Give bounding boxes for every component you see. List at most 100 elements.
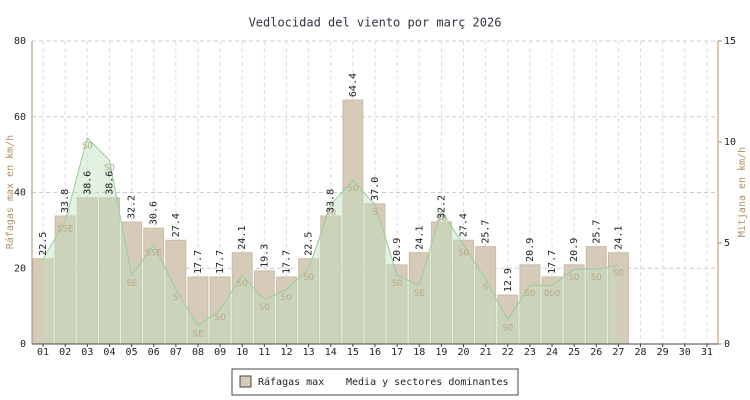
x-tick-label: 05: [126, 347, 138, 358]
sector-label: SO: [259, 303, 270, 313]
value-label: 22.5: [38, 232, 49, 256]
y-tick-label: 80: [14, 36, 26, 47]
x-tick-label: 28: [635, 347, 647, 358]
x-tick-label: 06: [148, 347, 160, 358]
x-tick-label: 08: [192, 347, 204, 358]
value-label: 38.6: [104, 171, 115, 195]
value-label: 24.1: [237, 226, 248, 250]
sector-label: SO: [104, 164, 115, 174]
sector-label: SE: [193, 329, 204, 339]
value-label: 17.7: [215, 250, 226, 274]
value-label: 24.1: [613, 226, 624, 250]
value-label: 30.6: [149, 201, 160, 225]
value-label: 12.9: [503, 268, 514, 292]
x-tick-label: 14: [325, 347, 337, 358]
value-label: 17.7: [193, 250, 204, 274]
value-label: 33.8: [60, 189, 71, 213]
value-label: 25.7: [481, 220, 492, 244]
legend: [231, 368, 519, 396]
sector-label: S: [372, 208, 377, 218]
value-label: 25.7: [591, 220, 602, 244]
x-tick-label: 18: [413, 347, 425, 358]
sector-label: SO: [347, 184, 358, 194]
x-tick-label: 25: [568, 347, 580, 358]
y2-tick-label: 10: [724, 137, 736, 148]
mean-area: [43, 137, 619, 344]
value-label: 20.9: [569, 238, 580, 262]
value-label: 20.9: [392, 238, 403, 262]
x-tick-label: 07: [170, 347, 182, 358]
x-tick-label: 24: [546, 347, 558, 358]
x-tick-label: 04: [103, 347, 115, 358]
value-label: 37.0: [370, 177, 381, 201]
sector-label: SSE: [146, 249, 162, 259]
sector-label: SO: [82, 141, 93, 151]
sector-label: SO: [237, 279, 248, 289]
x-tick-label: 01: [37, 347, 49, 358]
x-tick-label: 09: [214, 347, 226, 358]
value-label: 27.4: [171, 213, 182, 237]
sector-label: SO: [591, 273, 602, 283]
y2-tick-label: 5: [724, 238, 730, 249]
x-tick-label: 02: [59, 347, 71, 358]
sector-label: SE: [414, 289, 425, 299]
y-tick-label: 40: [14, 188, 26, 199]
x-tick-label: 23: [524, 347, 536, 358]
legend-label: Ráfagas max: [258, 376, 324, 388]
x-tick-label: 26: [590, 347, 602, 358]
legend-label: Media y sectores dominantes: [346, 377, 509, 388]
x-tick-label: 22: [502, 347, 514, 358]
y-tick-label: 20: [14, 263, 26, 274]
value-label: 33.8: [326, 189, 337, 213]
x-tick-label: 15: [347, 347, 359, 358]
x-tick-label: 29: [657, 347, 669, 358]
value-label: 32.2: [127, 195, 138, 219]
y2-tick-label: 15: [724, 36, 736, 47]
x-tick-label: 20: [457, 347, 469, 358]
sector-label: SO: [303, 273, 314, 283]
y-tick-label: 0: [20, 339, 26, 350]
sector-label: SO: [524, 289, 535, 299]
value-label: 17.7: [281, 250, 292, 274]
sector-label: SSE: [57, 224, 73, 234]
value-label: 19.3: [259, 244, 270, 268]
sector-label: S: [173, 293, 178, 303]
x-tick-label: 13: [303, 347, 315, 358]
sector-label: SO: [613, 269, 624, 279]
y2-axis-label: Mitjana en km/h: [737, 147, 748, 237]
sector-label: SO: [392, 279, 403, 289]
value-label: 22.5: [304, 232, 315, 256]
x-tick-label: 21: [480, 347, 492, 358]
sector-label: OSO: [544, 289, 560, 299]
sector-label: SO: [436, 214, 447, 224]
x-tick-label: 31: [701, 347, 713, 358]
value-label: 38.6: [82, 171, 93, 195]
y-axis-label: Ráfagas max en km/h: [4, 135, 16, 249]
x-tick-label: 12: [280, 347, 292, 358]
x-tick-label: 16: [369, 347, 381, 358]
x-tick-label: 27: [612, 347, 624, 358]
x-tick-label: 11: [258, 347, 270, 358]
sector-label: SO: [215, 313, 226, 323]
chart-title: Vedlocidad del viento por març 2026: [249, 16, 502, 30]
x-tick-label: 30: [679, 347, 691, 358]
legend-swatch: [239, 375, 252, 388]
sector-label: SO: [325, 208, 336, 218]
value-label: 27.4: [459, 213, 470, 237]
mean-line: [42, 136, 619, 327]
sector-label: SO: [458, 249, 469, 259]
sector-label: S: [483, 283, 488, 293]
sector-label: SO: [569, 273, 580, 283]
sector-label: SE: [126, 279, 137, 289]
x-tick-label: 03: [81, 347, 93, 358]
y-tick-label: 60: [14, 112, 26, 123]
sector-label: SO: [502, 323, 513, 333]
x-tick-label: 19: [435, 347, 447, 358]
value-label: 24.1: [414, 226, 425, 250]
sector-label: SO: [281, 293, 292, 303]
value-label: 20.9: [525, 238, 536, 262]
value-label: 32.2: [436, 195, 447, 219]
value-label: 64.4: [348, 73, 359, 97]
x-tick-label: 17: [391, 347, 403, 358]
